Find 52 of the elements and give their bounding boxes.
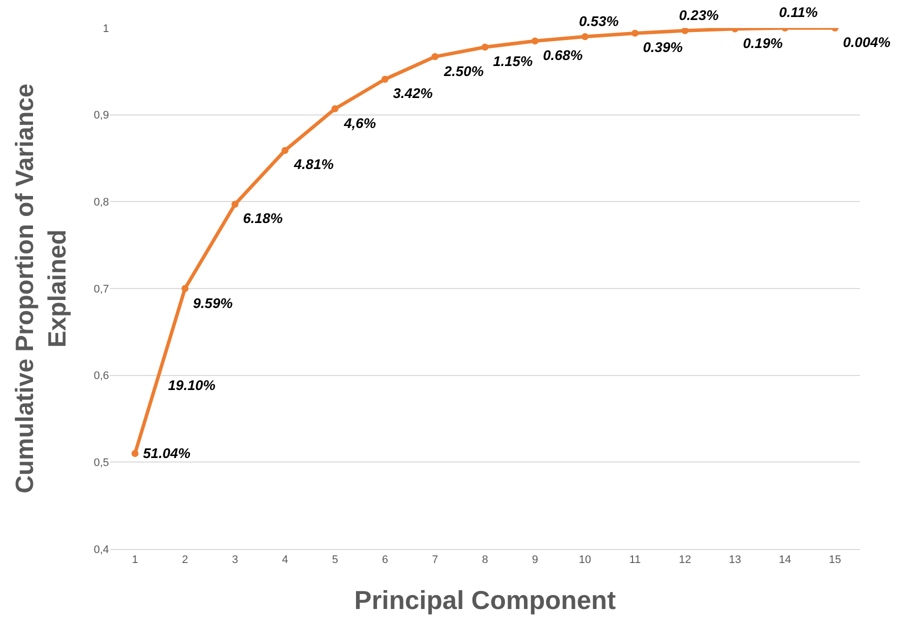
point bbox=[382, 76, 388, 83]
x-tick-label: 7 bbox=[432, 554, 438, 566]
x-axis-title: Principal Component bbox=[354, 584, 616, 615]
annotation: 0.53% bbox=[579, 13, 620, 29]
y-axis-title: Cumulative Proportion of Variance Explained bbox=[10, 84, 72, 494]
y-tick-label: 0,9 bbox=[94, 110, 109, 122]
y-tick-label: 1 bbox=[102, 22, 109, 35]
y-tick-label: 0,6 bbox=[94, 370, 109, 382]
annotation: 19.10% bbox=[168, 377, 216, 393]
annotation: 4,6% bbox=[343, 115, 376, 131]
x-tick-label: 3 bbox=[232, 554, 238, 566]
annotation: 1.15% bbox=[493, 53, 534, 69]
point bbox=[532, 38, 538, 45]
annotation: 0.11% bbox=[779, 4, 818, 20]
point bbox=[582, 33, 588, 40]
x-tick-label: 4 bbox=[282, 554, 288, 566]
point bbox=[282, 146, 288, 154]
y-tick-label: 0,5 bbox=[94, 457, 109, 470]
x-tick-label: 8 bbox=[482, 554, 488, 566]
annotation: 0.39% bbox=[643, 39, 684, 55]
annotation: 2.50% bbox=[443, 63, 484, 79]
point bbox=[232, 200, 238, 208]
y-tick-label: 0,8 bbox=[94, 196, 109, 209]
point bbox=[482, 44, 488, 51]
point bbox=[632, 30, 638, 37]
annotation: 0.19% bbox=[743, 35, 784, 51]
point bbox=[132, 450, 138, 457]
annotation: 4.81% bbox=[293, 156, 334, 172]
annotation: 51.04% bbox=[143, 445, 192, 461]
annotation: 9.59% bbox=[193, 295, 234, 311]
annotation: 0.004% bbox=[843, 34, 892, 50]
x-tick-label: 5 bbox=[332, 554, 338, 566]
x-tick-label: 10 bbox=[578, 554, 592, 566]
point bbox=[682, 28, 688, 34]
annotation: 0.68% bbox=[543, 47, 584, 63]
x-tick-label: 2 bbox=[182, 554, 188, 566]
x-tick-label: 14 bbox=[778, 554, 792, 566]
x-tick-label: 13 bbox=[728, 554, 742, 566]
point bbox=[432, 53, 438, 60]
x-tick-label: 6 bbox=[382, 554, 388, 566]
y-tick-label: 0,7 bbox=[94, 283, 109, 296]
point bbox=[182, 285, 188, 292]
y-tick-label: 0,4 bbox=[94, 544, 109, 556]
point bbox=[332, 105, 338, 112]
x-tick-label: 12 bbox=[678, 554, 692, 566]
annotation: 6.18% bbox=[243, 210, 284, 226]
x-tick-label: 1 bbox=[132, 554, 138, 566]
annotation: 0.23% bbox=[679, 7, 720, 23]
x-tick-label: 11 bbox=[629, 554, 641, 566]
x-tick-label: 15 bbox=[828, 554, 842, 566]
x-tick-label: 9 bbox=[532, 554, 538, 566]
annotation: 3.42% bbox=[393, 85, 434, 101]
